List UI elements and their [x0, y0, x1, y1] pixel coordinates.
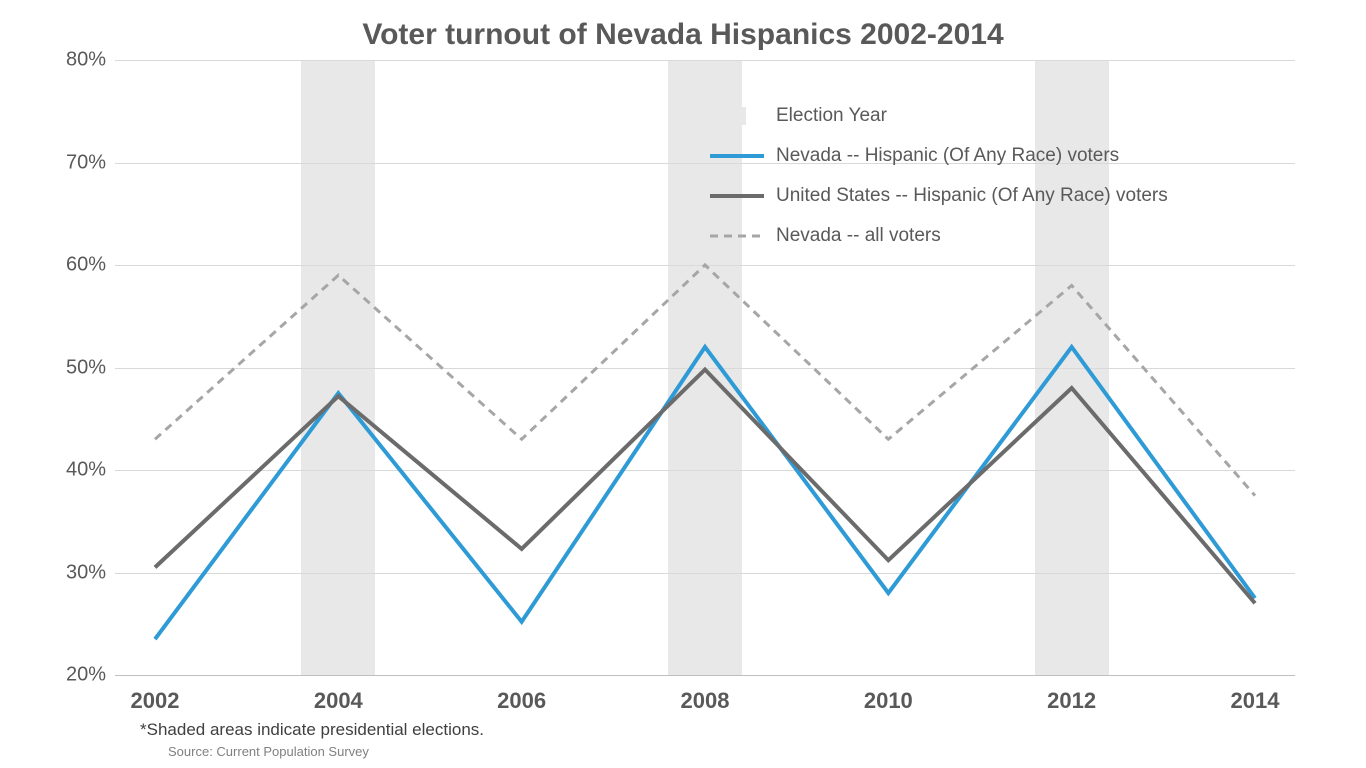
series-line	[155, 347, 1255, 639]
y-tick-label: 50%	[36, 356, 106, 379]
x-tick-label: 2012	[1047, 688, 1096, 714]
y-tick-label: 40%	[36, 459, 106, 482]
legend-label: Election Year	[776, 105, 887, 127]
legend-band-swatch	[710, 107, 764, 125]
y-tick-label: 30%	[36, 561, 106, 584]
legend: Election Year Nevada -- Hispanic (Of Any …	[710, 96, 1168, 256]
legend-item: Nevada -- Hispanic (Of Any Race) voters	[710, 136, 1168, 176]
chart-title: Voter turnout of Nevada Hispanics 2002-2…	[0, 18, 1366, 52]
footnote: *Shaded areas indicate presidential elec…	[140, 720, 484, 740]
x-tick-label: 2002	[131, 688, 180, 714]
x-axis-line	[115, 675, 1295, 676]
x-tick-label: 2008	[681, 688, 730, 714]
legend-label: Nevada -- Hispanic (Of Any Race) voters	[776, 145, 1119, 167]
y-tick-label: 80%	[36, 49, 106, 72]
legend-label: Nevada -- all voters	[776, 225, 941, 247]
legend-line-swatch	[710, 147, 764, 165]
chart-container: Voter turnout of Nevada Hispanics 2002-2…	[0, 0, 1366, 768]
y-tick-label: 20%	[36, 664, 106, 687]
legend-label: United States -- Hispanic (Of Any Race) …	[776, 185, 1168, 207]
x-tick-label: 2006	[497, 688, 546, 714]
x-tick-label: 2004	[314, 688, 363, 714]
x-tick-label: 2014	[1231, 688, 1280, 714]
series-line	[155, 370, 1255, 604]
y-tick-label: 70%	[36, 151, 106, 174]
legend-line-swatch	[710, 187, 764, 205]
legend-item: Election Year	[710, 96, 1168, 136]
source-text: Source: Current Population Survey	[168, 744, 369, 759]
legend-item: United States -- Hispanic (Of Any Race) …	[710, 176, 1168, 216]
x-tick-label: 2010	[864, 688, 913, 714]
series-line	[155, 265, 1255, 496]
legend-line-swatch	[710, 227, 764, 245]
legend-item: Nevada -- all voters	[710, 216, 1168, 256]
y-tick-label: 60%	[36, 254, 106, 277]
